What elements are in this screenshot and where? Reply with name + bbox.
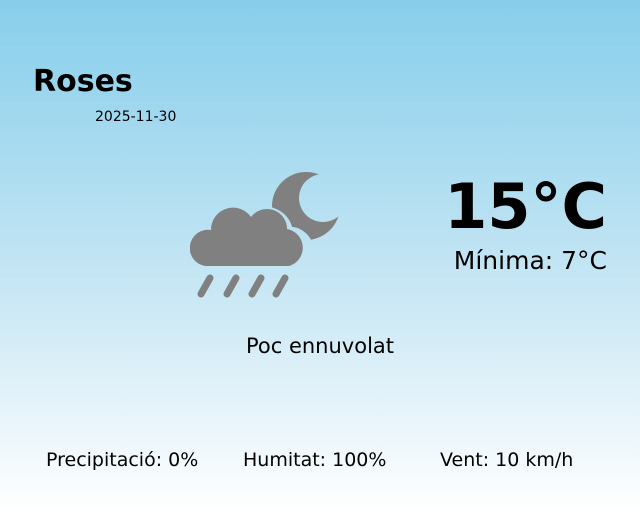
city-name: Roses	[33, 64, 133, 99]
min-temperature: Mínima: 7°C	[453, 246, 607, 275]
humidity-stat: Humitat: 100%	[243, 449, 387, 471]
precipitation-stat: Precipitació: 0%	[46, 449, 199, 471]
weather-description: Poc ennuvolat	[245, 334, 395, 358]
wind-stat: Vent: 10 km/h	[440, 449, 574, 471]
cloud-rain-moon-icon	[190, 172, 340, 298]
current-temperature: 15°C	[444, 170, 607, 243]
forecast-date: 2025-11-30	[95, 109, 177, 125]
